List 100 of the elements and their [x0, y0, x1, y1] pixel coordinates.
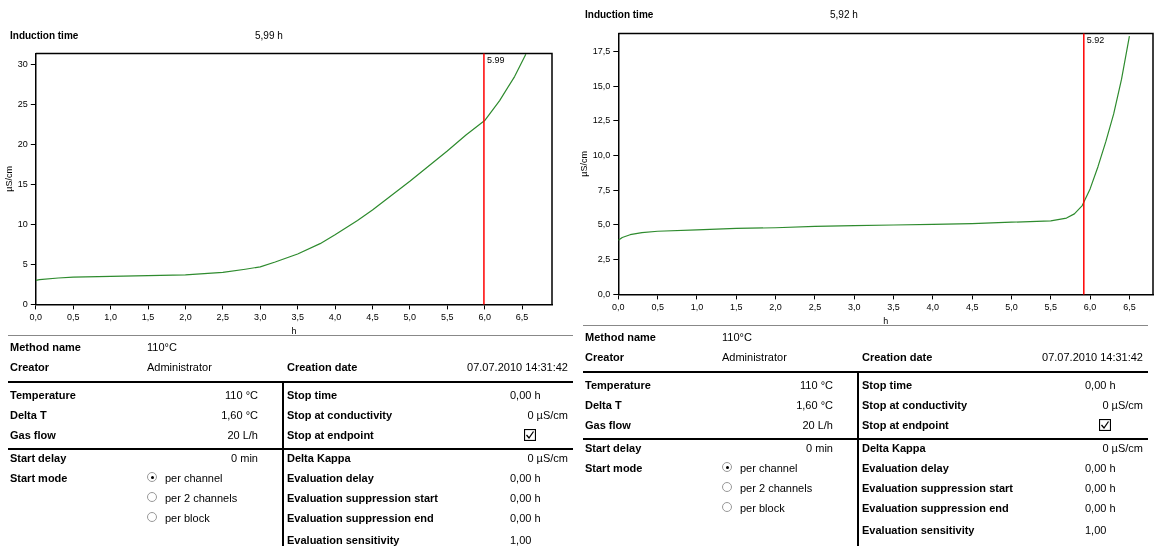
text: per block [740, 501, 785, 515]
text: 1,60 °C [796, 398, 833, 412]
x-tick-label: 2,0 [179, 312, 192, 323]
ref-line-label: 5.99 [486, 55, 505, 66]
x-tick-label: 2,5 [216, 312, 230, 323]
x-tick-label: 4,5 [366, 312, 379, 323]
x-tick-label: 1,5 [730, 302, 743, 313]
chart-title: Induction time [10, 30, 79, 41]
text: 1,00 [1085, 523, 1107, 537]
text: 1,00 [510, 533, 532, 547]
text: per channel [165, 471, 223, 485]
y-tick-label: 20 [17, 139, 28, 150]
text: per 2 channels [165, 491, 238, 505]
text: Stop at conductivity [287, 408, 393, 422]
text: Administrator [722, 350, 787, 364]
text: Delta Kappa [862, 441, 926, 455]
x-tick-label: 2,5 [808, 302, 822, 313]
text: Start mode [585, 461, 643, 475]
y-axis-title: µS/cm [3, 166, 14, 192]
x-tick-label: 0,5 [651, 302, 664, 313]
text: Creation date [287, 360, 358, 374]
text: Method name [585, 330, 656, 344]
text: 0 µS/cm [1102, 441, 1143, 455]
x-tick-label: 6,0 [1083, 302, 1097, 313]
text: 0,00 h [1085, 481, 1116, 495]
text: 07.07.2010 14:31:42 [1042, 350, 1143, 364]
text: Temperature [585, 378, 651, 392]
text: Delta T [585, 398, 622, 412]
x-tick-label: 5,0 [1005, 302, 1018, 313]
text: Gas flow [10, 428, 56, 442]
text: Evaluation delay [862, 461, 949, 475]
text: Evaluation delay [287, 471, 374, 485]
y-tick-label: 30 [17, 59, 28, 70]
text: per 2 channels [740, 481, 813, 495]
x-tick-label: 3,5 [291, 312, 304, 323]
x-axis-title: h [883, 316, 889, 327]
text: 0,00 h [510, 388, 541, 402]
text: 0,00 h [1085, 501, 1116, 515]
text: Evaluation sensitivity [287, 533, 400, 547]
x-tick-label: 4,5 [965, 302, 979, 313]
x-tick-label: 6,5 [1123, 302, 1136, 313]
text: 1,60 °C [221, 408, 258, 422]
x-tick-label: 1,5 [141, 312, 155, 323]
x-tick-label: 6,5 [515, 312, 529, 323]
text: Start delay [10, 451, 67, 465]
text: 0 min [806, 441, 833, 455]
text: 07.07.2010 14:31:42 [467, 360, 568, 374]
x-tick-label: 3,5 [887, 302, 900, 313]
text: Delta Kappa [287, 451, 351, 465]
text: 110°C [722, 330, 752, 344]
y-tick-label: 10 [17, 218, 28, 229]
x-tick-label: 0,5 [66, 312, 80, 323]
y-tick-label: 17,5 [592, 45, 611, 56]
x-tick-label: 6,0 [478, 312, 491, 323]
x-tick-label: 5,0 [403, 312, 417, 323]
x-tick-label: 5,5 [441, 312, 454, 323]
chart-subtitle: 5,99 h [255, 30, 283, 41]
text: 20 L/h [227, 428, 258, 442]
x-tick-label: 3,0 [847, 302, 861, 313]
text: 0,00 h [510, 491, 541, 505]
text: 110 °C [800, 378, 833, 392]
y-tick-label: 15 [17, 178, 28, 189]
x-axis-title: h [291, 326, 297, 337]
text: Evaluation suppression start [287, 491, 438, 505]
x-tick-label: 4,0 [328, 312, 342, 323]
x-tick-label: 1,0 [690, 302, 704, 313]
x-tick-label: 3,0 [253, 312, 267, 323]
text: Evaluation sensitivity [862, 523, 975, 537]
text: 0,00 h [1085, 461, 1116, 475]
y-tick-label: 0,0 [597, 288, 611, 299]
y-axis-title: µS/cm [578, 151, 589, 177]
y-tick-label: 10,0 [592, 150, 611, 161]
text: 0 µS/cm [527, 408, 568, 422]
text: 0 µS/cm [527, 451, 568, 465]
text: Evaluation suppression start [862, 481, 1013, 495]
text: Stop at endpoint [287, 428, 374, 442]
text: Start delay [585, 441, 642, 455]
text: Stop at conductivity [862, 398, 968, 412]
text: Creation date [862, 350, 933, 364]
text: Start mode [10, 471, 68, 485]
y-tick-label: 5 [22, 258, 28, 269]
text: 110 °C [225, 388, 258, 402]
text: Administrator [147, 360, 212, 374]
y-tick-label: 12,5 [592, 115, 611, 126]
x-tick-label: 0,0 [29, 312, 43, 323]
y-tick-label: 25 [17, 99, 28, 110]
y-tick-label: 7,5 [597, 184, 611, 195]
text: Stop time [862, 378, 913, 392]
x-tick-label: 5,5 [1044, 302, 1058, 313]
x-tick-label: 4,0 [926, 302, 940, 313]
text: per channel [740, 461, 798, 475]
chart-title: Induction time [585, 9, 654, 20]
y-tick-label: 2,5 [597, 254, 611, 265]
text: per block [165, 511, 210, 525]
y-tick-label: 15,0 [592, 80, 611, 91]
text: 20 L/h [802, 418, 833, 432]
x-tick-label: 0,0 [612, 302, 625, 313]
text: Creator [585, 350, 625, 364]
text: Stop at endpoint [862, 418, 949, 432]
x-tick-label: 2,0 [769, 302, 782, 313]
